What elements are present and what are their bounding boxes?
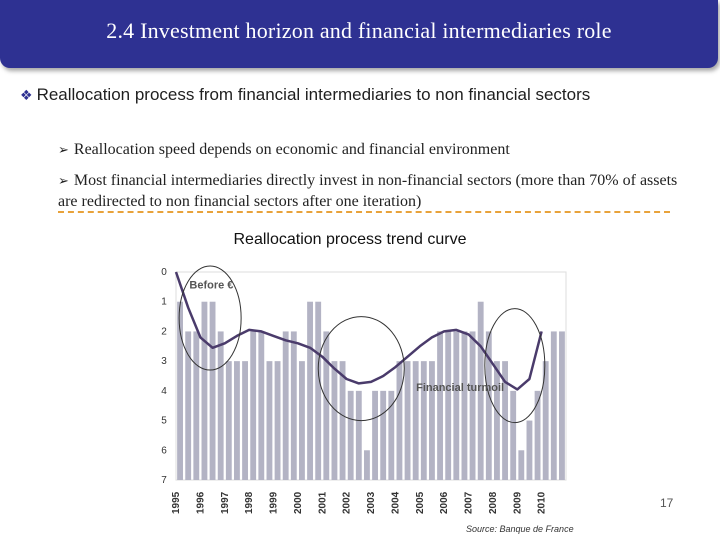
x-tick-label: 2001 [317,491,328,514]
bar [274,361,281,480]
bar [526,420,533,480]
bar [396,361,403,480]
annotation-before-euro: Before € [189,279,233,291]
x-tick-label: 2000 [293,491,304,514]
bar [364,450,370,480]
bar [282,331,289,480]
x-tick-label: 1999 [269,491,280,514]
trend-curve [174,271,543,391]
bar [559,331,565,480]
bar [307,301,313,480]
diamond-bullet-icon: ❖ [20,88,33,104]
x-tick-label: 1995 [171,491,182,514]
x-tick-label: 2009 [512,491,523,514]
bar [518,450,525,480]
bar [323,331,330,480]
bar [290,331,297,480]
page-number: 17 [660,496,674,510]
bar [372,390,378,480]
separator-line [58,211,670,213]
bar [201,301,208,480]
bar [209,301,216,480]
sub-bullet-2: ➢ Most financial intermediaries directly … [58,171,698,212]
bar [331,361,338,480]
bar [461,331,468,480]
x-tick-label: 2010 [537,491,548,514]
x-tick-label: 2005 [415,491,426,514]
bar [380,390,387,480]
y-tick-label: 1 [161,297,167,308]
y-tick-label: 3 [161,356,167,367]
bar [177,301,183,480]
bar [234,361,240,480]
bar [388,390,395,480]
arrow-bullet-icon: ➢ [58,174,69,189]
x-tick-label: 2008 [488,491,499,514]
sub-bullet-1: ➢ Reallocation speed depends on economic … [58,140,698,161]
x-tick-label: 1997 [220,491,231,514]
bar [477,301,484,480]
bar [494,361,500,480]
x-tick-label: 2003 [366,491,377,514]
bar [550,331,557,480]
x-tick-label: 2006 [439,491,450,514]
x-tick-label: 2007 [464,491,475,514]
y-tick-label: 5 [161,416,167,427]
highlight-circle-recovery [484,308,546,424]
sub-bullet-1-text: Reallocation speed depends on economic a… [73,141,510,158]
y-tick-label: 7 [161,475,167,486]
bar [339,361,346,480]
bar [445,331,452,480]
bar [453,331,460,480]
bar [502,361,508,480]
bar [404,361,411,480]
bar [469,331,476,480]
bar [299,361,305,480]
bar [217,331,224,480]
bar [542,361,549,480]
bar [347,390,354,480]
annotation-financial-turmoil: Financial turmoil [416,382,504,394]
bar [242,361,248,480]
bar [250,331,257,480]
y-tick-label: 6 [161,445,167,456]
slide-title: 2.4 Investment horizon and financial int… [106,18,612,43]
y-tick-label: 4 [161,386,167,397]
bar [510,390,517,480]
highlight-circle-before-euro [178,265,242,371]
y-tick-label: 0 [161,267,167,278]
bar [315,301,322,480]
chart-heading: Reallocation process trend curve [233,231,467,248]
bar [266,361,273,480]
bar [193,331,200,480]
source-note: Source: Banque de France [466,524,574,534]
bar [225,361,232,480]
x-tick-label: 2004 [390,491,401,514]
y-tick-label: 2 [161,326,167,337]
main-bullet-text: Reallocation process from financial inte… [36,85,591,104]
bar [429,361,435,480]
x-tick-label: 2002 [342,491,353,514]
title-bar: 2.4 Investment horizon and financial int… [0,0,718,68]
bar [258,331,265,480]
bar [420,361,427,480]
main-bullet: ❖ Reallocation process from financial int… [20,84,700,107]
bar [412,361,419,480]
highlight-circle-turmoil [317,316,405,422]
trend-chart: 0 1 2 3 4 5 6 7 1995 1996 1997 1998 1999 2000 2001 2002… [161,265,567,514]
bar [534,390,541,480]
arrow-bullet-icon: ➢ [58,143,69,158]
bar [185,331,192,480]
sub-bullet-2-text: Most financial intermediaries directly i… [58,172,678,210]
bar [485,331,492,480]
x-tick-label: 1998 [244,491,255,514]
x-tick-label: 1996 [195,491,206,514]
bar [437,331,443,480]
bar [355,390,362,480]
plot-area [175,271,567,481]
